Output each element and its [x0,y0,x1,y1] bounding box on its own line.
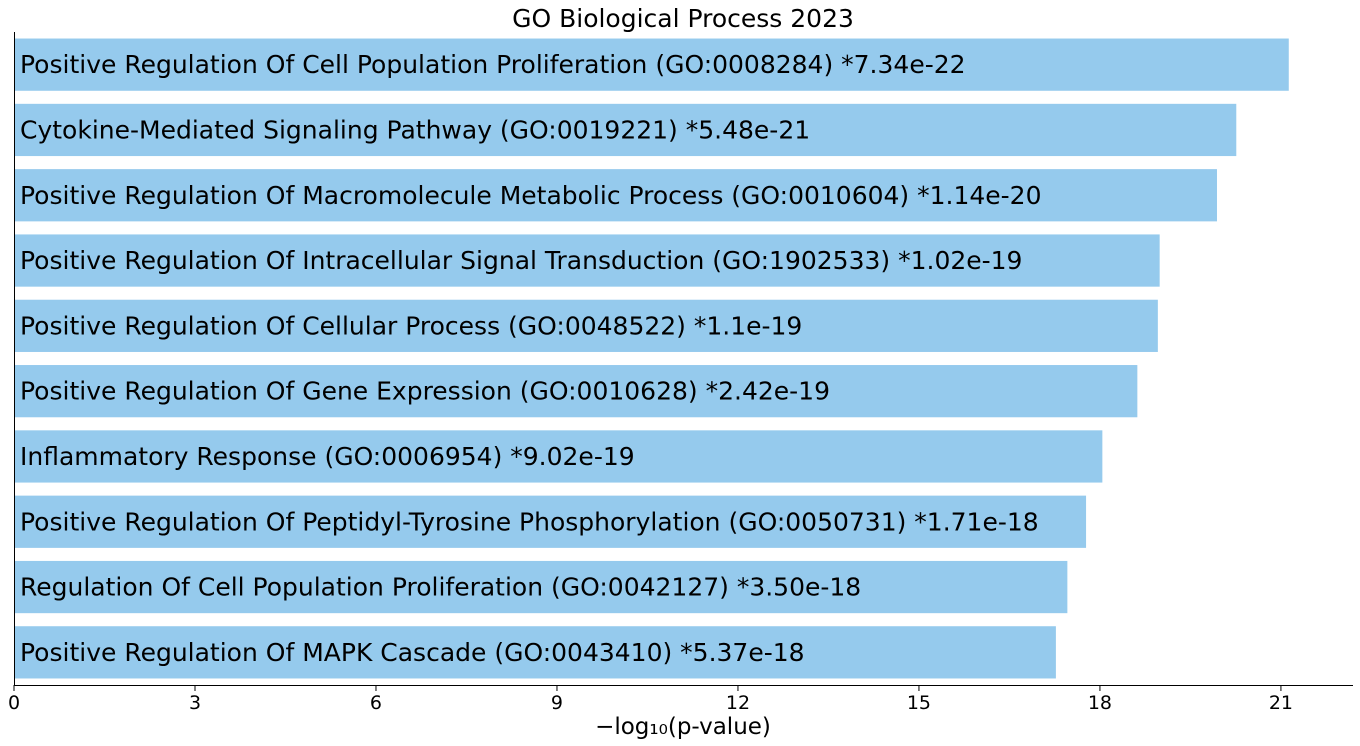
bar-label: Positive Regulation Of Cell Population P… [20,50,966,79]
bar [14,626,1056,679]
x-tick-label: 18 [1088,692,1112,714]
bar [14,430,1103,483]
x-tick-label: 15 [907,692,931,714]
bar-label: Regulation Of Cell Population Proliferat… [20,573,861,602]
bar [14,38,1289,91]
x-tick-label: 3 [189,692,201,714]
bar [14,234,1160,287]
x-ticks-group: 0 3 6 9 12 15 18 21 [8,685,1293,714]
bar [14,103,1237,157]
bar [14,299,1158,352]
x-tick-label: 12 [726,692,750,714]
chart-title: GO Biological Process 2023 [512,4,854,33]
bar-label: Positive Regulation Of Peptidyl-Tyrosine… [20,507,1039,536]
bars-group [14,38,1289,679]
bar-label: Positive Regulation Of Macromolecule Met… [20,181,1042,210]
x-tick-label: 0 [8,692,20,714]
x-tick-label: 21 [1269,692,1293,714]
x-tick-label: 6 [370,692,382,714]
x-axis-label: −log₁₀(p-value) [595,714,771,740]
bar-labels-group: Positive Regulation Of Cell Population P… [20,50,1042,667]
bar [14,560,1068,614]
bar-label: Cytokine-Mediated Signaling Pathway (GO:… [20,115,810,144]
bar [14,365,1138,418]
bar-label: Positive Regulation Of MAPK Cascade (GO:… [20,638,805,667]
bar-label: Positive Regulation Of Cellular Process … [20,311,802,340]
bar-label: Inflammatory Response (GO:0006954) *9.02… [20,442,635,471]
bar [14,169,1217,222]
x-tick-label: 9 [551,692,563,714]
bar-label: Positive Regulation Of Gene Expression (… [20,377,830,406]
bar [14,495,1087,548]
bar-label: Positive Regulation Of Intracellular Sig… [20,246,1022,275]
